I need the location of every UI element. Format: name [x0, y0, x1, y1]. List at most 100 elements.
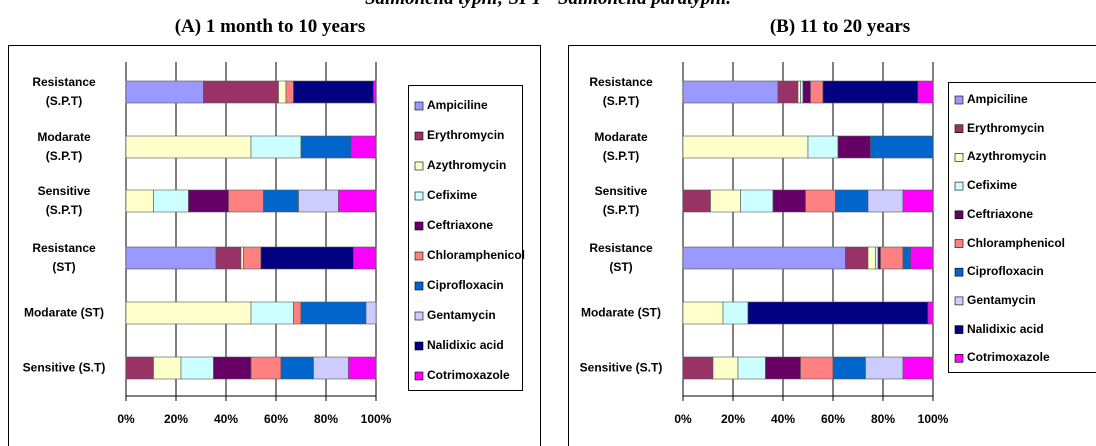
legend-swatch — [954, 153, 964, 162]
bar-segment — [800, 356, 834, 380]
bar-segment — [797, 80, 801, 104]
y-tick-label: Modarate (S.P.T) — [594, 130, 648, 163]
legend-swatch — [954, 239, 964, 248]
legend-swatch — [414, 311, 424, 321]
legend-swatch — [954, 325, 964, 334]
bar-segment — [712, 356, 739, 380]
bar-segment — [740, 189, 774, 213]
bar-segment — [822, 80, 919, 104]
bar-segment — [203, 80, 279, 104]
bar-segment — [802, 80, 811, 104]
bar-segment — [300, 301, 367, 325]
legend-label: Chloramphenicol — [967, 235, 1066, 250]
bar-segment — [125, 135, 252, 159]
bar-segment — [917, 80, 934, 104]
bar-segment — [810, 80, 824, 104]
bar-segment — [682, 301, 724, 325]
bar-segment — [722, 301, 749, 325]
bar-segment — [902, 246, 911, 270]
bar-segment — [765, 356, 801, 380]
bar-segment — [125, 80, 204, 104]
bar-segment — [682, 246, 846, 270]
legend-swatch — [954, 267, 964, 277]
bar-segment — [313, 356, 349, 380]
bar-segment — [293, 301, 302, 325]
legend-label: Cotrimoxazole — [967, 350, 1050, 365]
bar-segment — [777, 80, 799, 104]
bar-segment — [285, 80, 294, 104]
bar-segment — [300, 135, 352, 159]
legend-swatch — [954, 296, 964, 306]
bar-segment — [278, 80, 287, 104]
legend-swatch — [414, 221, 424, 231]
bar-segment — [772, 189, 806, 213]
caption: Salmonella typhi; SPT= Salmonella paraty… — [0, 0, 1096, 10]
bar-segment — [845, 246, 869, 270]
legend-label: Cotrimoxazole — [427, 368, 510, 382]
legend-swatch — [414, 101, 424, 111]
bar-segment — [737, 356, 766, 380]
bar-segment — [153, 356, 182, 380]
legend-label: Nalidixic acid — [427, 338, 504, 352]
x-tick-label: 0% — [674, 412, 692, 426]
bar-segment — [153, 189, 189, 213]
bar-segment — [867, 189, 904, 213]
legend-swatch — [954, 124, 964, 133]
bar-segment — [365, 301, 377, 325]
bar-segment — [348, 356, 377, 380]
bar-segment — [243, 246, 262, 270]
legend-label: Ciprofloxacin — [967, 264, 1044, 279]
bar-segment — [682, 356, 714, 380]
bar-segment — [875, 246, 879, 270]
legend-swatch — [414, 341, 424, 351]
legend-label: Gentamycin — [427, 308, 496, 322]
bar-segment — [250, 301, 294, 325]
bar-segment — [902, 356, 934, 380]
bar-segment — [293, 80, 374, 104]
x-tick-label: 80% — [313, 412, 339, 426]
bar-segment — [927, 301, 934, 325]
bar-segment — [263, 189, 299, 213]
bar-segment — [125, 246, 217, 270]
bar-segment — [837, 135, 871, 159]
legend-label: Ceftriaxone — [967, 206, 1034, 221]
y-tick-label: Sensitive (S.T) — [22, 360, 106, 375]
bar-segment — [250, 356, 282, 380]
y-tick-label: Modarate (ST) — [580, 305, 661, 320]
legend-label: Erythromycin — [967, 120, 1045, 135]
y-tick-label: Modarate (S.P.T) — [37, 130, 91, 163]
chart-title: (B) 11 to 20 years — [769, 16, 911, 37]
bar-segment — [180, 356, 214, 380]
legend-label: Nalidixic acid — [967, 321, 1044, 336]
bar-segment — [682, 135, 809, 159]
bar-segment — [865, 356, 904, 380]
y-tick-label: Sensitive (S.T) — [579, 360, 663, 375]
y-tick-label: Modarate (ST) — [23, 305, 104, 320]
legend-box — [948, 82, 1096, 373]
x-tick-label: 60% — [263, 412, 289, 426]
bar-segment — [353, 246, 377, 270]
bar-segment — [902, 189, 934, 213]
bar-segment — [832, 356, 866, 380]
legend-swatch — [954, 353, 964, 363]
y-tick-label: Resistance (ST) — [32, 241, 96, 274]
bar-segment — [280, 356, 314, 380]
x-tick-label: 100% — [360, 412, 392, 426]
legend-label: Cefixime — [967, 178, 1018, 193]
bar-segment — [867, 246, 876, 270]
bar-segment — [805, 189, 836, 213]
bar-segment — [747, 301, 929, 325]
legend-swatch — [414, 371, 424, 381]
bar-segment — [125, 356, 154, 380]
legend-label: Ciprofloxacin — [427, 278, 504, 292]
legend-label: Erythromycin — [427, 128, 505, 142]
legend-label: Azythromycin — [967, 149, 1047, 164]
legend-label: Ceftriaxone — [427, 218, 494, 232]
legend-swatch — [414, 251, 424, 261]
bar-segment — [125, 189, 154, 213]
bar-segment — [870, 135, 934, 159]
legend-swatch — [954, 210, 964, 220]
x-tick-label: 40% — [770, 412, 796, 426]
